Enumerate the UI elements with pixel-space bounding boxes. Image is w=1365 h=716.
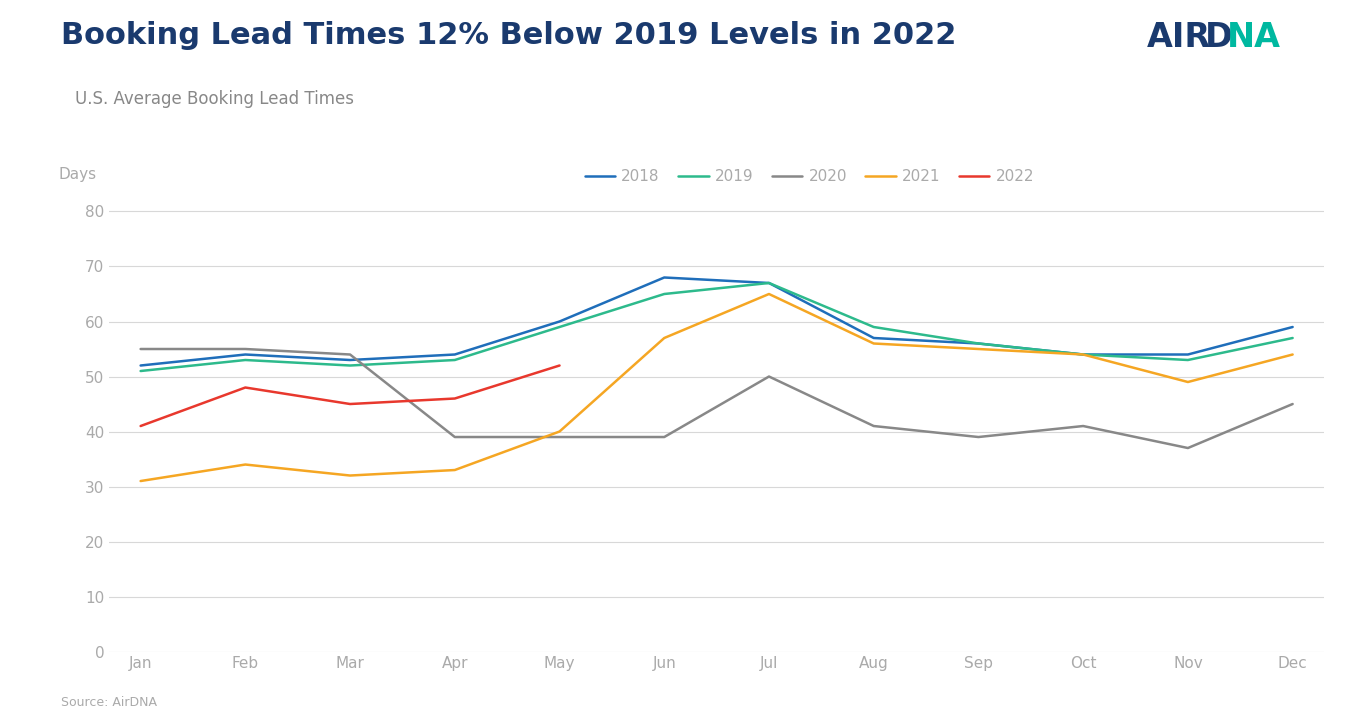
Text: Source: AirDNA: Source: AirDNA: [61, 696, 157, 709]
2019: [1179, 356, 1196, 364]
2022: [238, 383, 254, 392]
2019: [865, 323, 882, 332]
Text: U.S. Average Booking Lead Times: U.S. Average Booking Lead Times: [75, 90, 354, 107]
2020: [865, 422, 882, 430]
Line: 2018: 2018: [141, 278, 1293, 365]
Text: AIR: AIR: [1147, 21, 1211, 54]
2018: [446, 350, 463, 359]
2018: [132, 361, 149, 369]
2019: [446, 356, 463, 364]
2022: [341, 400, 358, 408]
2018: [657, 274, 673, 282]
2020: [971, 432, 987, 441]
2022: [446, 395, 463, 403]
2021: [446, 465, 463, 474]
2019: [1076, 350, 1092, 359]
2018: [551, 317, 568, 326]
2018: [760, 279, 777, 287]
2020: [1179, 444, 1196, 453]
2022: [132, 422, 149, 430]
2021: [1076, 350, 1092, 359]
2021: [238, 460, 254, 469]
2019: [657, 290, 673, 299]
2022: [551, 361, 568, 369]
Line: 2019: 2019: [141, 283, 1293, 371]
2018: [865, 334, 882, 342]
2021: [341, 471, 358, 480]
2018: [1076, 350, 1092, 359]
2018: [1284, 323, 1301, 332]
2020: [657, 432, 673, 441]
2019: [132, 367, 149, 375]
2018: [1179, 350, 1196, 359]
2021: [971, 344, 987, 353]
2020: [1076, 422, 1092, 430]
2021: [865, 339, 882, 348]
2020: [1284, 400, 1301, 408]
2020: [760, 372, 777, 381]
2020: [341, 350, 358, 359]
2019: [971, 339, 987, 348]
2019: [341, 361, 358, 369]
2021: [132, 477, 149, 485]
Text: Days: Days: [59, 168, 97, 183]
2021: [1284, 350, 1301, 359]
Line: 2021: 2021: [141, 294, 1293, 481]
2020: [132, 344, 149, 353]
2019: [238, 356, 254, 364]
2020: [238, 344, 254, 353]
2018: [971, 339, 987, 348]
2018: [238, 350, 254, 359]
Text: D: D: [1205, 21, 1233, 54]
2020: [446, 432, 463, 441]
Line: 2020: 2020: [141, 349, 1293, 448]
2021: [1179, 378, 1196, 387]
2021: [760, 290, 777, 299]
2018: [341, 356, 358, 364]
2021: [657, 334, 673, 342]
2019: [760, 279, 777, 287]
Text: Booking Lead Times 12% Below 2019 Levels in 2022: Booking Lead Times 12% Below 2019 Levels…: [61, 21, 957, 51]
Legend: 2018, 2019, 2020, 2021, 2022: 2018, 2019, 2020, 2021, 2022: [579, 163, 1040, 190]
Text: NA: NA: [1227, 21, 1282, 54]
2021: [551, 427, 568, 436]
Line: 2022: 2022: [141, 365, 560, 426]
2020: [551, 432, 568, 441]
2019: [1284, 334, 1301, 342]
2019: [551, 323, 568, 332]
